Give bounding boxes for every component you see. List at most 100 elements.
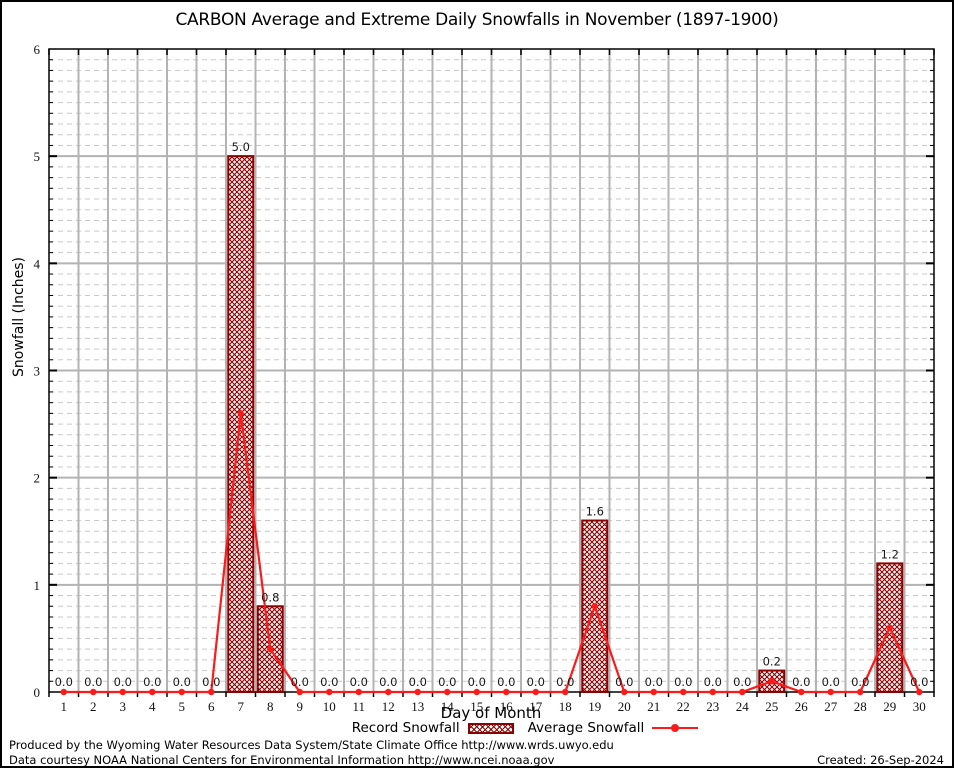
footer-data-courtesy: Data courtesy NOAA National Centers for … <box>9 753 555 767</box>
y-tick-label: 6 <box>34 42 41 57</box>
average-point-day-8 <box>267 645 274 653</box>
bar-value-label: 1.6 <box>586 505 604 519</box>
legend-record-snowfall: Record Snowfall <box>352 720 514 736</box>
y-tick-label: 5 <box>34 149 41 164</box>
bar-value-label: 0.0 <box>202 675 220 689</box>
x-tick-label: 18 <box>559 699 572 714</box>
bar-value-label: 0.0 <box>822 675 840 689</box>
y-tick-label: 1 <box>34 578 41 593</box>
x-tick-label: 29 <box>883 699 896 714</box>
y-tick-label: 4 <box>34 256 41 271</box>
average-point-day-14 <box>444 688 451 696</box>
bar-value-label: 0.0 <box>910 675 928 689</box>
y-tick-label: 0 <box>34 685 41 700</box>
average-snowfall-line <box>60 410 923 696</box>
x-tick-label: 25 <box>765 699 778 714</box>
average-point-day-12 <box>385 688 392 696</box>
chart-legend: Record Snowfall Average Snowfall <box>50 720 952 736</box>
bar-value-label: 0.0 <box>291 675 309 689</box>
bar-value-label: 0.0 <box>143 675 161 689</box>
x-tick-label: 5 <box>179 699 186 714</box>
bar-value-label: 0.0 <box>409 675 427 689</box>
x-tick-label: 14 <box>441 699 455 714</box>
x-tick-label: 9 <box>297 699 304 714</box>
legend-average-snowfall: Average Snowfall <box>528 720 699 736</box>
record-snowfall-bars <box>227 155 904 694</box>
bar-value-label: 0.0 <box>851 675 869 689</box>
x-axis-label: Day of Month <box>440 704 542 722</box>
average-point-day-30 <box>916 688 923 696</box>
average-point-day-7 <box>237 410 244 417</box>
bar-value-label: 0.0 <box>350 675 368 689</box>
x-tick-label: 3 <box>120 699 127 714</box>
x-tick-label: 28 <box>854 699 867 714</box>
average-point-day-21 <box>650 688 657 696</box>
x-tick-label: 17 <box>529 699 543 714</box>
average-point-day-23 <box>709 688 716 696</box>
bar-value-label: 1.2 <box>881 547 899 561</box>
legend-average-label: Average Snowfall <box>527 720 645 736</box>
x-tick-label: 20 <box>618 699 631 714</box>
bar-value-label: 0.8 <box>261 590 279 604</box>
bar-value-label: 0.0 <box>438 675 456 689</box>
x-tick-label: 19 <box>588 699 601 714</box>
average-point-day-9 <box>296 688 303 696</box>
bar-value-label: 0.0 <box>645 675 663 689</box>
x-tick-label: 6 <box>208 699 215 714</box>
bar-value-label: 0.0 <box>733 675 751 689</box>
average-point-day-10 <box>326 688 333 696</box>
record-bar-day-7 <box>227 155 255 693</box>
average-point-day-20 <box>621 688 628 696</box>
x-tick-label: 27 <box>824 699 838 714</box>
major-gridlines <box>49 49 934 692</box>
bar-value-label: 5.0 <box>232 140 250 154</box>
bar-value-label: 0.0 <box>556 675 574 689</box>
record-bar-swatch-icon <box>467 722 514 734</box>
x-tick-label: 21 <box>647 699 660 714</box>
x-tick-label: 8 <box>267 699 274 714</box>
bar-value-label: 0.0 <box>320 675 338 689</box>
average-point-day-17 <box>532 688 539 696</box>
bar-value-label: 0.0 <box>173 675 191 689</box>
average-point-day-24 <box>739 688 746 696</box>
average-point-day-18 <box>562 688 569 696</box>
x-tick-label: 22 <box>677 699 690 714</box>
x-tick-label: 26 <box>795 699 809 714</box>
x-tick-label: 1 <box>61 699 68 714</box>
average-line-swatch-icon <box>652 723 699 734</box>
average-point-day-16 <box>503 688 510 696</box>
bar-value-label: 0.0 <box>497 675 515 689</box>
x-tick-label: 4 <box>149 699 156 714</box>
x-tick-label: 11 <box>352 699 365 714</box>
bar-value-label: 0.0 <box>792 675 810 689</box>
average-point-day-1 <box>60 688 67 696</box>
x-tick-label: 12 <box>382 699 395 714</box>
average-point-day-11 <box>355 688 362 696</box>
bar-value-labels: 0.0 0.0 0.0 0.0 0.0 0.0 5.0 0.8 0.0 0.0 0.0 0.0 0.0 0… <box>55 140 929 689</box>
x-tick-label: 24 <box>736 699 750 714</box>
average-point-day-5 <box>178 688 185 696</box>
legend-record-label: Record Snowfall <box>351 720 460 736</box>
average-point-day-27 <box>827 688 834 696</box>
bar-value-label: 0.0 <box>84 675 102 689</box>
bar-value-label: 0.0 <box>615 675 633 689</box>
y-tick-label: 2 <box>34 471 41 486</box>
bar-value-label: 0.2 <box>763 655 781 669</box>
x-tick-label: 15 <box>470 699 483 714</box>
average-point-day-3 <box>119 688 126 696</box>
bar-value-label: 0.0 <box>55 675 73 689</box>
y-axis-label: Snowfall (Inches) <box>11 257 27 377</box>
x-tick-label: 23 <box>706 699 719 714</box>
bar-value-label: 0.0 <box>527 675 545 689</box>
bar-value-label: 0.0 <box>468 675 486 689</box>
average-point-day-4 <box>149 688 156 696</box>
x-tick-label: 13 <box>411 699 424 714</box>
x-tick-label: 2 <box>90 699 97 714</box>
x-tick-label: 30 <box>913 699 926 714</box>
y-axis-tick-labels: 0 1 2 3 4 5 6 <box>34 42 41 700</box>
x-tick-label: 7 <box>238 699 245 714</box>
average-point-day-2 <box>90 688 97 696</box>
created-date: Created: 26-Sep-2024 <box>817 753 944 767</box>
